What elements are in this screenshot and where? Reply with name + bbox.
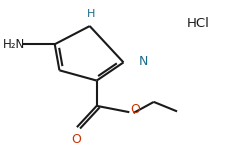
- Text: HCl: HCl: [187, 17, 209, 30]
- Text: O: O: [71, 133, 81, 146]
- Text: N: N: [139, 55, 148, 68]
- Text: O: O: [130, 103, 140, 116]
- Text: H: H: [87, 9, 95, 19]
- Text: H₂N: H₂N: [3, 38, 26, 51]
